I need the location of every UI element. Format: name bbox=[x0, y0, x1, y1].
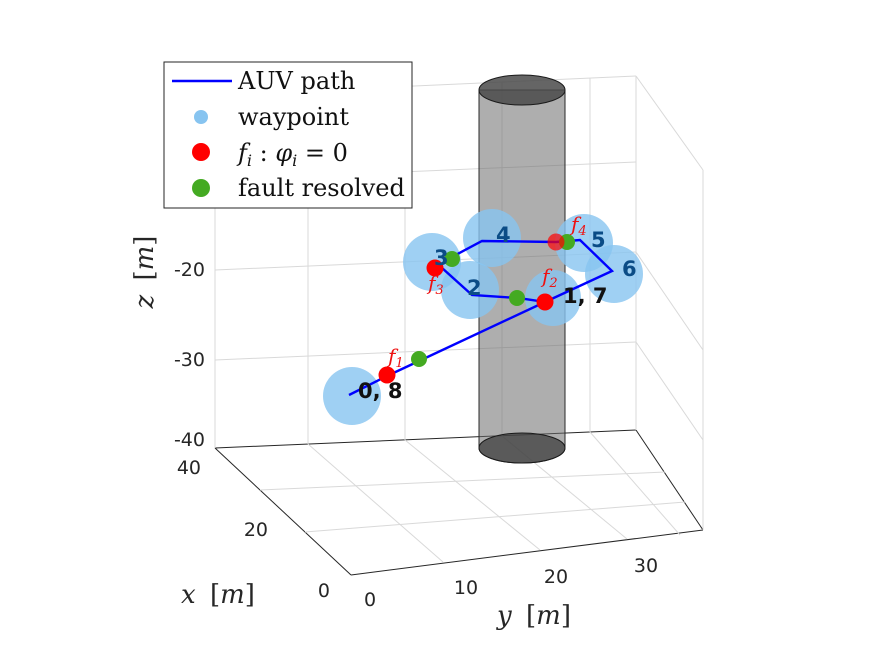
auv-path-line bbox=[348, 238, 615, 397]
x-tick-label: 40 bbox=[177, 457, 201, 479]
z-tick-label: -40 bbox=[174, 429, 205, 451]
z-tick-labels: -20 -30 -40 bbox=[174, 259, 205, 451]
legend: AUV path waypoint fi : φi = 0 fault reso… bbox=[163, 61, 413, 209]
waypoint-label: 3 bbox=[434, 246, 449, 270]
legend-marker-waypoint bbox=[194, 110, 208, 124]
waypoint-label: 1, 7 bbox=[563, 284, 608, 308]
grid-lines bbox=[214, 75, 704, 563]
x-tick-labels: 0 20 40 bbox=[177, 457, 330, 602]
legend-marker-resolved bbox=[192, 179, 210, 197]
waypoint-label: 6 bbox=[622, 257, 637, 281]
waypoint-label: 2 bbox=[467, 276, 482, 300]
waypoint-labels: 0, 8 1, 7 23 4 56 bbox=[358, 223, 637, 403]
x-axis-unit: m bbox=[220, 580, 245, 610]
axis-edge-right bbox=[635, 429, 704, 531]
z-tick-label: -30 bbox=[174, 349, 205, 371]
waypoint-label: 0, 8 bbox=[358, 379, 403, 403]
waypoint-sphere bbox=[463, 209, 521, 267]
fault-marker bbox=[547, 233, 565, 251]
axis-edge-floor-back bbox=[214, 429, 637, 449]
y-tick-label: 30 bbox=[634, 555, 658, 577]
z-tick-label: -20 bbox=[174, 259, 205, 281]
fault-marker bbox=[378, 366, 396, 384]
legend-label-resolved: fault resolved bbox=[238, 174, 405, 202]
resolved-marker bbox=[411, 351, 427, 367]
cylinder-bottom bbox=[478, 432, 566, 464]
legend-label-path: AUV path bbox=[237, 67, 355, 95]
fault-label: f1 bbox=[386, 344, 404, 371]
fault-marker bbox=[536, 293, 554, 311]
axis-edge-floor-x bbox=[214, 447, 352, 576]
waypoint-label: 4 bbox=[496, 223, 511, 247]
x-tick-label: 20 bbox=[244, 519, 268, 541]
z-axis-label: z [m] bbox=[130, 236, 160, 310]
y-tick-labels: 0 10 20 30 bbox=[364, 555, 658, 611]
fault-markers bbox=[378, 233, 565, 384]
legend-label-fault: fi : φi = 0 bbox=[236, 139, 348, 170]
fault-marker bbox=[426, 259, 444, 277]
x-axis-label: x [m] bbox=[181, 580, 255, 610]
y-tick-label: 10 bbox=[454, 577, 478, 599]
y-axis-unit: m bbox=[536, 601, 561, 631]
y-tick-label: 20 bbox=[544, 566, 568, 588]
cylinder-top bbox=[478, 74, 566, 106]
resolved-marker bbox=[509, 290, 525, 306]
cylinder-obstacle bbox=[478, 74, 566, 464]
waypoint-sphere bbox=[323, 367, 381, 425]
z-axis-unit: m bbox=[130, 246, 160, 271]
waypoint-label: 5 bbox=[591, 228, 606, 252]
resolved-marker bbox=[444, 251, 460, 267]
z-axis-var: z bbox=[130, 294, 160, 309]
x-axis-var: x bbox=[181, 580, 196, 610]
y-axis-label: y [m] bbox=[496, 601, 571, 631]
y-axis-var: y bbox=[496, 601, 512, 631]
legend-label-waypoint: waypoint bbox=[238, 103, 349, 131]
legend-marker-fault bbox=[192, 143, 210, 161]
x-tick-label: 0 bbox=[318, 580, 330, 602]
y-tick-label: 0 bbox=[364, 589, 376, 611]
axis-edge-floor-y bbox=[350, 529, 704, 576]
